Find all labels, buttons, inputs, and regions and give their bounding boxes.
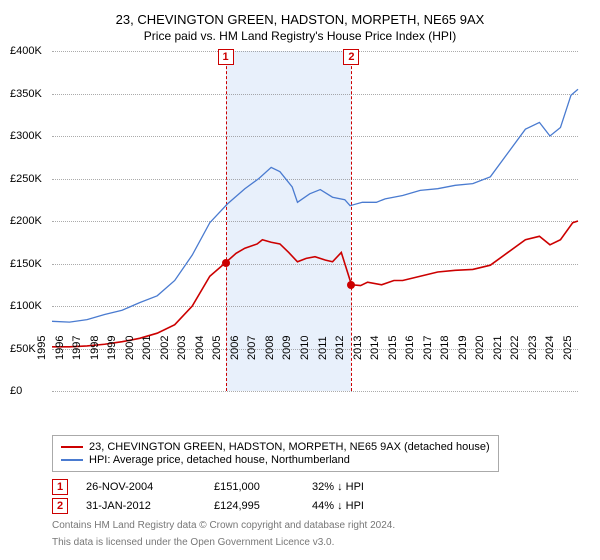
legend-swatch: [61, 446, 83, 448]
legend-row: HPI: Average price, detached house, Nort…: [61, 454, 490, 466]
x-tick-label: 2009: [281, 336, 293, 360]
x-tick-label: 2003: [176, 336, 188, 360]
sale-vs-hpi: 32% ↓ HPI: [312, 481, 452, 493]
page-subtitle: Price paid vs. HM Land Registry's House …: [12, 29, 588, 43]
x-tick-label: 2008: [264, 336, 276, 360]
sale-date: 31-JAN-2012: [86, 500, 196, 512]
y-tick-label: £100K: [10, 300, 42, 312]
x-tick-label: 2007: [246, 336, 258, 360]
y-tick-label: £400K: [10, 45, 42, 57]
legend: 23, CHEVINGTON GREEN, HADSTON, MORPETH, …: [52, 435, 499, 472]
y-tick-label: £200K: [10, 215, 42, 227]
series-line: [52, 221, 578, 347]
x-tick-label: 2013: [352, 336, 364, 360]
x-tick-label: 2001: [141, 336, 153, 360]
y-tick-label: £300K: [10, 130, 42, 142]
sale-row-badge: 1: [52, 479, 68, 495]
sale-price: £124,995: [214, 500, 294, 512]
footer-copyright: Contains HM Land Registry data © Crown c…: [52, 520, 588, 531]
sales-table: 1 26-NOV-2004 £151,000 32% ↓ HPI 2 31-JAN-201…: [52, 479, 588, 514]
x-tick-label: 2015: [387, 336, 399, 360]
y-tick-label: £50K: [10, 343, 36, 355]
x-tick-label: 2000: [124, 336, 136, 360]
x-tick-label: 2021: [492, 336, 504, 360]
sale-price: £151,000: [214, 481, 294, 493]
page-title: 23, CHEVINGTON GREEN, HADSTON, MORPETH, …: [12, 12, 588, 27]
x-tick-label: 1995: [36, 336, 48, 360]
y-tick-label: £150K: [10, 258, 42, 270]
x-tick-label: 2025: [562, 336, 574, 360]
y-tick-label: £350K: [10, 88, 42, 100]
x-tick-label: 2018: [439, 336, 451, 360]
x-tick-label: 2024: [544, 336, 556, 360]
x-tick-label: 1998: [89, 336, 101, 360]
x-tick-label: 2022: [509, 336, 521, 360]
x-tick-label: 2010: [299, 336, 311, 360]
legend-label: 23, CHEVINGTON GREEN, HADSTON, MORPETH, …: [89, 441, 490, 453]
gridline: [52, 391, 578, 392]
legend-swatch: [61, 459, 83, 461]
x-tick-label: 2006: [229, 336, 241, 360]
x-tick-label: 2005: [211, 336, 223, 360]
x-tick-label: 1999: [106, 336, 118, 360]
legend-label: HPI: Average price, detached house, Nort…: [89, 454, 350, 466]
x-tick-label: 2011: [317, 336, 329, 360]
x-tick-label: 2016: [404, 336, 416, 360]
series-line: [52, 89, 578, 322]
x-axis: 1995199619971998199920002001200220032004…: [40, 340, 590, 380]
x-tick-label: 2004: [194, 336, 206, 360]
sale-row: 1 26-NOV-2004 £151,000 32% ↓ HPI: [52, 479, 588, 495]
y-tick-label: £0: [10, 385, 22, 397]
sale-row-badge: 2: [52, 498, 68, 514]
x-tick-label: 2023: [527, 336, 539, 360]
x-tick-label: 1997: [71, 336, 83, 360]
footer-licence: This data is licensed under the Open Gov…: [52, 537, 588, 548]
legend-row: 23, CHEVINGTON GREEN, HADSTON, MORPETH, …: [61, 441, 490, 453]
x-tick-label: 2014: [369, 336, 381, 360]
sale-vs-hpi: 44% ↓ HPI: [312, 500, 452, 512]
x-tick-label: 2020: [474, 336, 486, 360]
x-tick-label: 1996: [54, 336, 66, 360]
x-tick-label: 2017: [422, 336, 434, 360]
x-tick-label: 2002: [159, 336, 171, 360]
sale-row: 2 31-JAN-2012 £124,995 44% ↓ HPI: [52, 498, 588, 514]
y-tick-label: £250K: [10, 173, 42, 185]
x-tick-label: 2019: [457, 336, 469, 360]
sale-date: 26-NOV-2004: [86, 481, 196, 493]
x-tick-label: 2012: [334, 336, 346, 360]
